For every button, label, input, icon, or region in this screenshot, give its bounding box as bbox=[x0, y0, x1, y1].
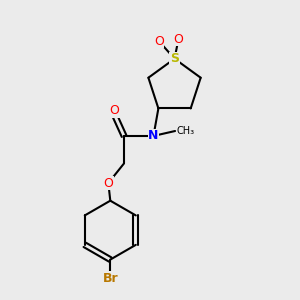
Text: O: O bbox=[103, 176, 113, 190]
Text: O: O bbox=[154, 34, 164, 48]
Text: Br: Br bbox=[103, 272, 118, 285]
Text: N: N bbox=[148, 129, 159, 142]
Text: O: O bbox=[109, 104, 119, 117]
Text: CH₃: CH₃ bbox=[176, 126, 194, 136]
Text: O: O bbox=[173, 33, 183, 46]
Text: S: S bbox=[170, 52, 179, 65]
